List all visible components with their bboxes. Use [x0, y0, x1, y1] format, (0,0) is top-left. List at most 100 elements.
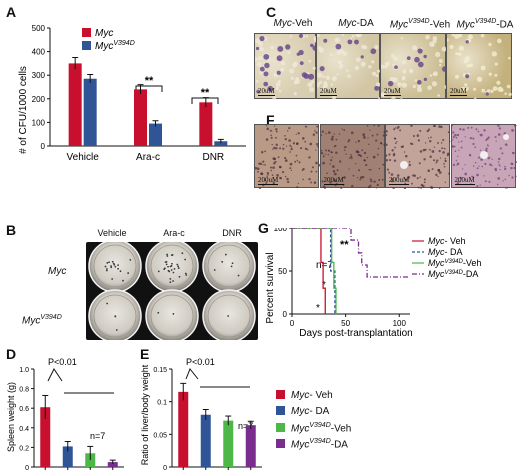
- nucleus: [324, 149, 327, 152]
- a-bar: [68, 63, 82, 146]
- chartE-y-tick-label: 0.1: [157, 400, 167, 407]
- g-y-tick-label: 0: [283, 310, 288, 319]
- nucleus: [297, 132, 300, 135]
- nucleus: [330, 151, 333, 154]
- col-label-vehicle: Vehicle: [97, 228, 127, 238]
- c-scale-bar: 20uM: [320, 87, 337, 96]
- f-scale-bar: 200uM: [258, 176, 279, 185]
- nucleus: [459, 176, 462, 180]
- nucleus: [392, 187, 395, 189]
- nucleus: [311, 166, 315, 169]
- nucleus: [460, 140, 462, 143]
- nucleus: [511, 151, 515, 155]
- c-micrograph-3: 20uM: [446, 33, 512, 100]
- nucleus: [323, 187, 326, 189]
- nucleus: [368, 129, 371, 131]
- nucleus: [430, 136, 432, 139]
- panel-c-titles: Myc-Veh Myc-DA MycV394D-Veh MycV394D-DA: [262, 18, 516, 32]
- nucleus: [497, 157, 500, 161]
- stained-cell: [354, 39, 359, 45]
- nucleus: [423, 178, 426, 181]
- colony: [166, 255, 169, 257]
- cell: [371, 71, 377, 76]
- nucleus: [442, 151, 445, 154]
- cell: [375, 74, 379, 78]
- nucleus: [270, 134, 272, 137]
- cell: [368, 65, 372, 69]
- cell: [449, 44, 454, 50]
- nucleus: [477, 156, 480, 159]
- nucleus: [439, 157, 442, 159]
- nucleus: [275, 147, 278, 150]
- de-legend-swatch-2: [276, 423, 285, 433]
- nucleus: [304, 125, 307, 128]
- nucleus: [275, 128, 278, 131]
- nucleus: [300, 147, 303, 150]
- cell: [354, 65, 360, 71]
- nucleus: [446, 154, 449, 157]
- nucleus: [461, 128, 465, 131]
- cell: [307, 82, 313, 88]
- nucleus: [362, 136, 366, 139]
- colony: [171, 262, 173, 265]
- nucleus: [471, 137, 474, 140]
- nucleus: [420, 187, 422, 189]
- chartD-y-tick-label: 0.8: [19, 387, 29, 394]
- nucleus: [347, 168, 350, 170]
- cell: [466, 86, 469, 90]
- stained-cell: [263, 53, 270, 60]
- cell: [317, 45, 322, 50]
- nucleus: [435, 161, 438, 164]
- nucleus: [349, 153, 352, 156]
- nucleus: [315, 161, 318, 165]
- nucleus: [441, 147, 444, 150]
- nucleus: [266, 127, 270, 131]
- panel-d-bar-chart: Spleen weight (g) P<0.01 n=7 0 0.2 0.4 0.6 0…: [6, 357, 124, 472]
- petri-dish-rim: [93, 244, 137, 288]
- nucleus: [289, 162, 293, 166]
- cell: [275, 86, 279, 91]
- nucleus: [264, 150, 266, 153]
- nucleus: [474, 128, 477, 131]
- c-micrograph-2: 20uM: [380, 33, 447, 100]
- colony: [106, 262, 109, 264]
- nucleus: [442, 138, 445, 142]
- nucleus: [453, 133, 457, 137]
- a-y-tick-label: 500: [32, 24, 46, 33]
- a-y-tick-label: 300: [32, 71, 46, 80]
- nucleus: [388, 171, 391, 174]
- g-series-line-1: [292, 228, 336, 314]
- nucleus: [436, 159, 439, 162]
- cell: [323, 81, 328, 85]
- nucleus: [487, 180, 490, 183]
- colony: [227, 315, 230, 317]
- nucleus: [461, 168, 463, 170]
- nucleus: [444, 181, 446, 183]
- nucleus: [496, 125, 500, 127]
- nucleus: [497, 161, 499, 163]
- nucleus: [458, 128, 461, 131]
- colony: [172, 271, 175, 274]
- chartE-bar: [245, 425, 256, 467]
- cell: [494, 62, 498, 66]
- colony: [172, 280, 174, 282]
- cell: [496, 80, 501, 85]
- g-sig-label: **: [340, 239, 349, 251]
- cell: [339, 63, 344, 68]
- colony: [173, 267, 176, 270]
- nucleus: [469, 136, 472, 140]
- colony: [177, 267, 180, 269]
- nucleus: [479, 158, 483, 161]
- nucleus: [344, 153, 347, 155]
- g-legend-label-1: Myc- DA: [428, 247, 463, 257]
- cell: [277, 79, 281, 84]
- cell: [492, 86, 498, 91]
- nucleus: [315, 149, 317, 151]
- nucleus: [498, 168, 501, 171]
- c-scale-bar: 20uM: [258, 87, 275, 96]
- colony: [105, 269, 108, 272]
- nucleus: [440, 125, 443, 129]
- nucleus: [440, 142, 443, 144]
- cell: [481, 88, 486, 93]
- vessel: [479, 151, 488, 159]
